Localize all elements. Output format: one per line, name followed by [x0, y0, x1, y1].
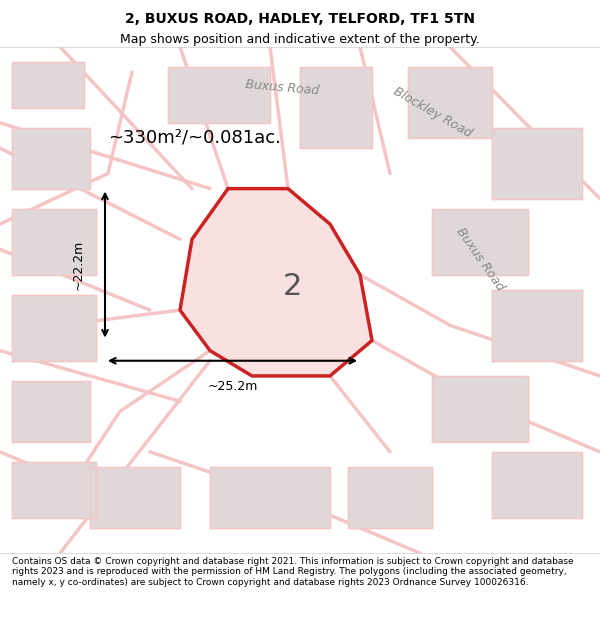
Polygon shape — [492, 128, 582, 199]
Polygon shape — [12, 209, 96, 275]
Polygon shape — [168, 67, 270, 122]
Text: ~22.2m: ~22.2m — [71, 239, 85, 290]
Polygon shape — [432, 376, 528, 442]
Polygon shape — [12, 462, 96, 518]
Polygon shape — [300, 67, 372, 148]
Polygon shape — [210, 467, 330, 528]
Text: Map shows position and indicative extent of the property.: Map shows position and indicative extent… — [120, 32, 480, 46]
Polygon shape — [12, 128, 90, 189]
Polygon shape — [432, 209, 528, 275]
Text: 2, BUXUS ROAD, HADLEY, TELFORD, TF1 5TN: 2, BUXUS ROAD, HADLEY, TELFORD, TF1 5TN — [125, 12, 475, 26]
Text: Blockley Road: Blockley Road — [391, 85, 473, 141]
Text: Buxus Road: Buxus Road — [245, 78, 319, 97]
Polygon shape — [12, 381, 90, 442]
Polygon shape — [180, 189, 372, 376]
Polygon shape — [12, 295, 96, 361]
Text: ~25.2m: ~25.2m — [208, 379, 257, 392]
Text: ~330m²/~0.081ac.: ~330m²/~0.081ac. — [108, 129, 281, 147]
Text: 2: 2 — [283, 272, 302, 301]
Polygon shape — [492, 290, 582, 361]
Polygon shape — [12, 62, 84, 107]
Polygon shape — [348, 467, 432, 528]
Text: Contains OS data © Crown copyright and database right 2021. This information is : Contains OS data © Crown copyright and d… — [12, 557, 574, 586]
Polygon shape — [492, 452, 582, 518]
Text: Buxus Road: Buxus Road — [454, 226, 506, 294]
Polygon shape — [408, 67, 492, 138]
Polygon shape — [90, 467, 180, 528]
